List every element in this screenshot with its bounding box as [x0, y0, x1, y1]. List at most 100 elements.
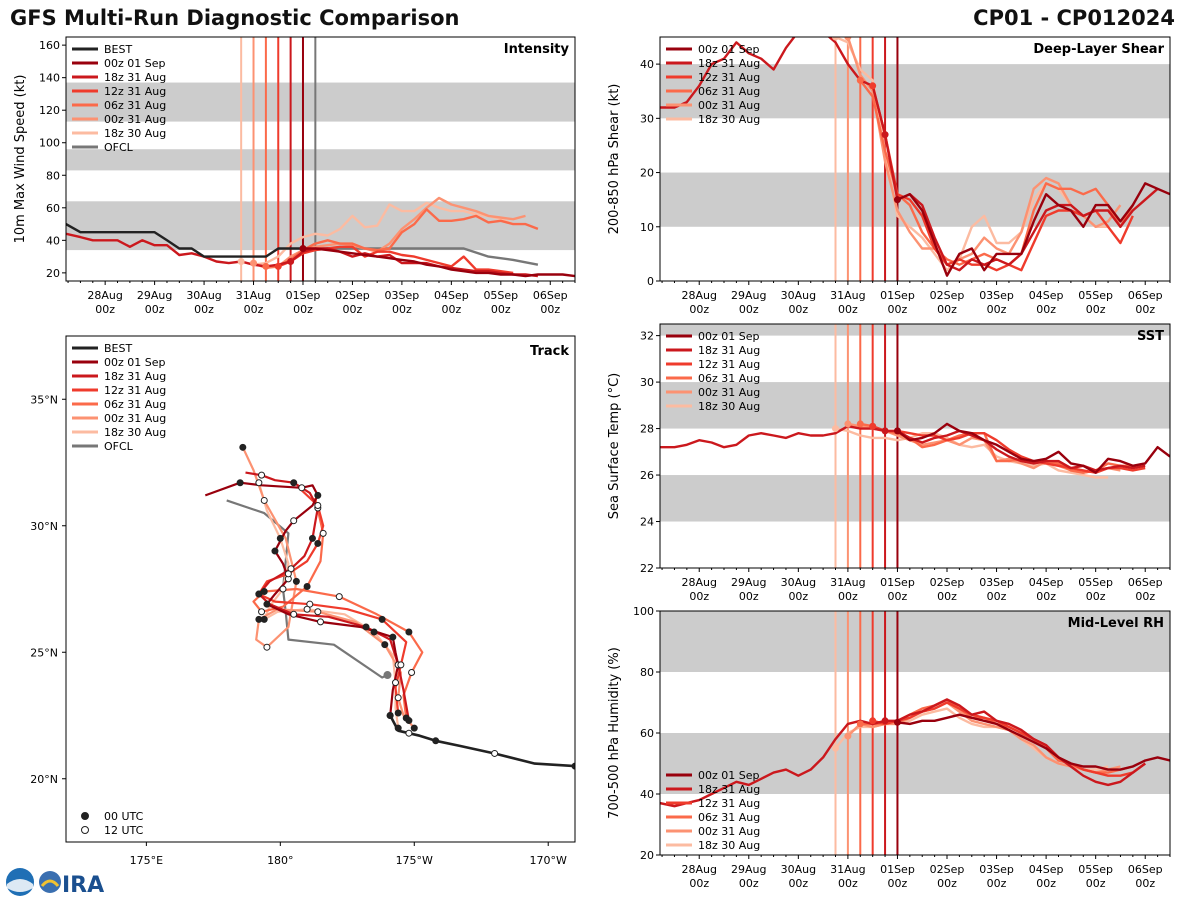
- track-point-12utc: [397, 661, 405, 669]
- track-point-00utc: [271, 547, 279, 555]
- legend-label-best: BEST: [104, 43, 132, 56]
- ofcl-start-point: [383, 671, 392, 680]
- marker-00utc-icon: [81, 812, 89, 820]
- init-point-18z-30-aug: [832, 37, 840, 41]
- track-point-12utc: [263, 643, 271, 651]
- track-point-00utc: [394, 709, 402, 717]
- track-panel: 175°E 180° 175°W 170°W 20°N 25°N 30°N 35°N Track…: [30, 335, 576, 867]
- x-tick-date: 06Sep: [1128, 863, 1163, 876]
- track-point-00utc: [263, 600, 271, 608]
- y-tick-label: 80: [640, 666, 654, 679]
- rh-panel: 2040608010028Aug00z29Aug00z30Aug00z31Aug…: [607, 605, 1171, 890]
- legend-label-06z-31-aug: 06z 31 Aug: [698, 85, 760, 98]
- plot-area: [660, 37, 1170, 281]
- lat-tick-label: 20°N: [30, 773, 58, 786]
- x-tick-date: 02Sep: [335, 289, 370, 302]
- track-point-12utc: [317, 618, 324, 626]
- x-tick-hour: 00z: [244, 303, 264, 316]
- track-line-00z-01-sep: [204, 481, 400, 716]
- legend-label-18z-31-aug: 18z 31 Aug: [104, 370, 166, 383]
- x-tick-date: 05Sep: [483, 289, 518, 302]
- legend-label-00z-31-aug: 00z 31 Aug: [104, 113, 166, 126]
- x-tick-hour: 00z: [689, 590, 709, 603]
- legend-label-18z-31-aug: 18z 31 Aug: [104, 71, 166, 84]
- y-tick-label: 60: [640, 727, 654, 740]
- series-line-18z-30-aug: [835, 427, 1109, 479]
- track-point-12utc: [392, 679, 400, 687]
- track-line-12z-31-aug: [257, 489, 408, 714]
- track-point-00utc: [386, 712, 394, 719]
- marker-legend-label: 00 UTC: [104, 810, 144, 823]
- plot-area: [660, 611, 1170, 855]
- x-tick-hour: 00z: [739, 303, 759, 316]
- track-point-12utc: [314, 608, 322, 616]
- track-line-18z-30-aug: [257, 482, 400, 729]
- x-tick-hour: 00z: [1036, 877, 1056, 890]
- series-line-00z-01-sep: [896, 422, 1170, 474]
- y-tick-label: 24: [640, 516, 654, 529]
- y-axis-label: 200-850 hPa Shear (kt): [607, 84, 622, 235]
- x-tick-date: 06Sep: [1128, 289, 1163, 302]
- track-point-00utc: [236, 479, 244, 487]
- init-point-00z-01-sep: [299, 244, 307, 252]
- x-tick-date: 29Aug: [731, 863, 766, 876]
- track-point-12utc: [314, 502, 322, 510]
- x-tick-hour: 00z: [838, 303, 858, 316]
- x-tick-date: 31Aug: [830, 289, 865, 302]
- y-tick-label: 140: [39, 72, 60, 85]
- init-point-06z-31-aug: [262, 262, 270, 270]
- init-point-18z-31-aug: [287, 257, 295, 265]
- y-tick-label: 20: [640, 167, 654, 180]
- marker-12utc-icon: [81, 826, 89, 834]
- x-tick-date: 04Sep: [1029, 576, 1064, 589]
- lat-tick-label: 25°N: [30, 646, 58, 659]
- panel-title: Mid-Level RH: [1068, 616, 1164, 631]
- legend-label-18z-30-aug: 18z 30 Aug: [698, 113, 760, 126]
- series-line-18z-30-aug: [835, 37, 1109, 272]
- init-point-06z-31-aug: [856, 76, 864, 84]
- x-tick-hour: 00z: [1036, 590, 1056, 603]
- shade-band-1: [660, 611, 1170, 672]
- x-tick-date: 31Aug: [236, 289, 271, 302]
- init-point-18z-31-aug: [881, 131, 889, 139]
- series-line-00z-01-sep: [896, 182, 1170, 277]
- x-tick-date: 29Aug: [731, 289, 766, 302]
- x-tick-date: 02Sep: [930, 576, 965, 589]
- init-point-18z-31-aug: [881, 717, 889, 725]
- x-tick-hour: 00z: [1135, 303, 1155, 316]
- y-tick-label: 100: [633, 605, 654, 618]
- y-tick-label: 80: [46, 169, 60, 182]
- x-tick-date: 03Sep: [979, 863, 1014, 876]
- x-tick-hour: 00z: [987, 877, 1007, 890]
- x-tick-hour: 00z: [343, 303, 363, 316]
- plot-area: [660, 324, 1170, 568]
- plot-area: [66, 37, 575, 281]
- lat-tick-label: 30°N: [30, 520, 58, 533]
- shade-band-1: [66, 149, 575, 171]
- x-tick-hour: 00z: [788, 590, 808, 603]
- y-tick-label: 20: [640, 849, 654, 862]
- track-point-12utc: [298, 484, 306, 492]
- legend-label-12z-31-aug: 12z 31 Aug: [698, 358, 760, 371]
- init-point-12z-31-aug: [869, 422, 877, 430]
- y-tick-label: 22: [640, 562, 654, 575]
- x-tick-hour: 00z: [95, 303, 115, 316]
- init-point-00z-31-aug: [844, 37, 852, 41]
- legend-label-18z-30-aug: 18z 30 Aug: [698, 400, 760, 413]
- legend-label-00z-01-sep: 00z 01 Sep: [698, 769, 760, 782]
- init-point-18z-30-aug: [832, 425, 840, 433]
- marker-legend-label: 12 UTC: [104, 824, 144, 837]
- x-tick-hour: 00z: [937, 590, 957, 603]
- track-point-12utc: [335, 593, 343, 601]
- x-tick-hour: 00z: [689, 877, 709, 890]
- x-tick-hour: 00z: [838, 877, 858, 890]
- track-point-12utc: [258, 608, 266, 616]
- x-tick-hour: 00z: [491, 303, 511, 316]
- init-point-12z-31-aug: [274, 262, 282, 270]
- x-tick-hour: 00z: [888, 303, 908, 316]
- legend-label-00z-31-aug: 00z 31 Aug: [698, 825, 760, 838]
- lat-tick-label: 35°N: [30, 393, 58, 406]
- track-point-12utc: [284, 570, 292, 578]
- y-axis-label: Sea Surface Temp (°C): [607, 373, 622, 520]
